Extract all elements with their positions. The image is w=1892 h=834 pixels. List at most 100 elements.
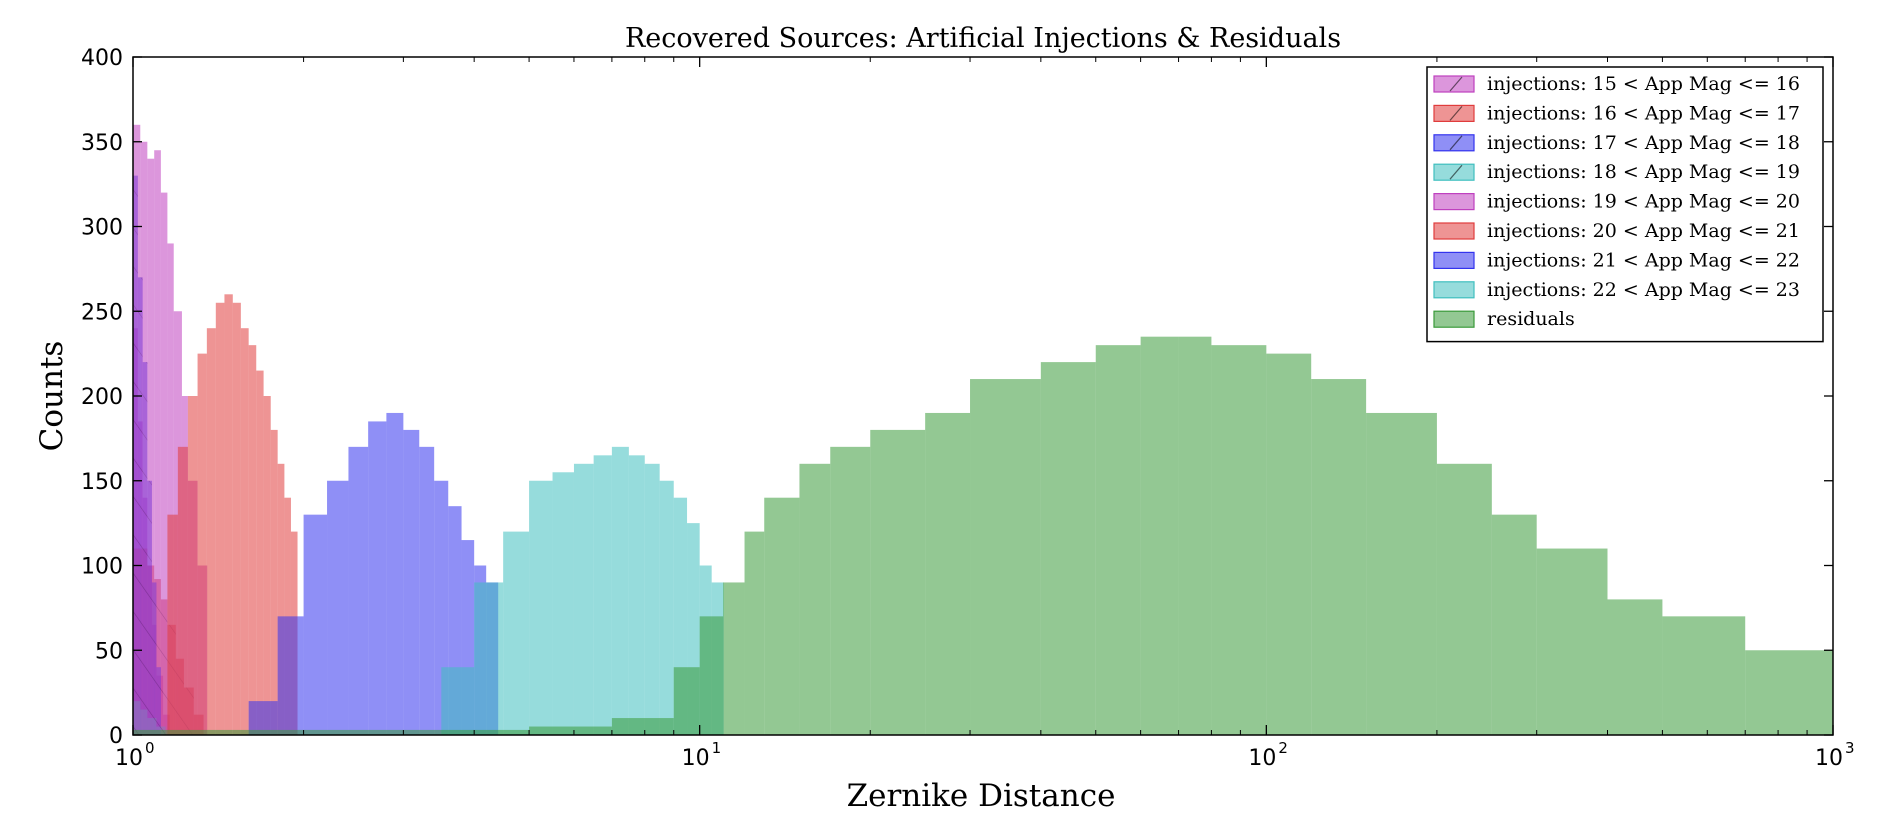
- legend-swatch: [1433, 134, 1475, 152]
- legend-hatch-mark: [1449, 135, 1463, 151]
- bar: [764, 497, 800, 735]
- bar: [1266, 353, 1312, 735]
- bar: [277, 463, 285, 735]
- x-tick-label: 10: [682, 746, 710, 771]
- bar: [593, 455, 612, 735]
- bar: [167, 514, 178, 735]
- y-tick-label: 300: [81, 216, 123, 241]
- bar: [187, 396, 198, 735]
- bar: [611, 718, 674, 735]
- bar: [699, 616, 724, 735]
- bar: [1607, 599, 1663, 735]
- series-8: [133, 336, 1833, 735]
- bar: [830, 446, 871, 735]
- bar: [133, 124, 141, 735]
- x-tick-exponent: 2: [1278, 739, 1288, 757]
- x-tick-exponent: 1: [712, 739, 722, 757]
- bar: [327, 480, 349, 735]
- bar: [1211, 345, 1267, 735]
- legend-swatch: [1433, 193, 1475, 211]
- bar: [1311, 379, 1367, 735]
- y-axis-label: Counts: [34, 341, 70, 452]
- bar: [160, 192, 168, 735]
- x-tick-exponent: 0: [145, 739, 155, 757]
- y-tick-label: 150: [81, 470, 123, 495]
- series-5: [167, 294, 298, 735]
- y-tick-label: 0: [109, 724, 123, 749]
- legend-label: injections: 20 < App Mag <= 21: [1487, 220, 1800, 242]
- y-axis: 0 50 100 150 200 250 300 350 400: [81, 46, 1833, 749]
- bar: [248, 345, 257, 735]
- legend-swatch: [1433, 222, 1475, 240]
- series-7: [441, 446, 724, 735]
- legend-swatch: [1433, 310, 1475, 328]
- bar: [177, 446, 188, 735]
- x-tick-label: 10: [1815, 746, 1843, 771]
- bar: [1366, 412, 1437, 735]
- legend-item: injections: 19 < App Mag <= 20: [1433, 191, 1800, 213]
- bar: [870, 429, 926, 735]
- legend-item: injections: 20 < App Mag <= 21: [1433, 220, 1800, 242]
- x-tick-exponent: 3: [1845, 739, 1855, 757]
- bar: [1178, 336, 1212, 735]
- y-tick-label: 350: [81, 131, 123, 156]
- bar: [154, 150, 161, 735]
- bar: [215, 302, 225, 735]
- legend-label: injections: 15 < App Mag <= 16: [1487, 73, 1800, 95]
- bar: [529, 480, 553, 735]
- bar: [403, 429, 420, 735]
- bar: [970, 379, 1041, 735]
- legend-label: injections: 22 < App Mag <= 23: [1487, 279, 1800, 301]
- chart-title: Recovered Sources: Artificial Injections…: [625, 23, 1341, 54]
- bar: [644, 463, 660, 735]
- bar: [628, 455, 645, 735]
- bar: [552, 472, 574, 735]
- bar: [659, 480, 674, 735]
- bar: [140, 141, 148, 735]
- y-tick-label: 50: [95, 639, 123, 664]
- bar: [303, 729, 404, 735]
- bar: [1436, 463, 1492, 735]
- legend-label: injections: 21 < App Mag <= 22: [1487, 249, 1800, 271]
- bar: [206, 328, 216, 735]
- bar: [1095, 345, 1141, 735]
- legend-swatch: [1433, 163, 1475, 181]
- legend-label: injections: 17 < App Mag <= 18: [1487, 132, 1800, 154]
- legend: injections: 15 < App Mag <= 16 injections…: [1426, 66, 1824, 343]
- bar: [197, 353, 207, 735]
- x-tick-label: 10: [1248, 746, 1276, 771]
- legend-hatch-mark: [1449, 164, 1463, 180]
- legend-hatch-mark: [1449, 106, 1463, 121]
- legend-hatch-mark: [1449, 76, 1463, 92]
- legend-label: residuals: [1487, 308, 1575, 330]
- legend-swatch: [1433, 251, 1475, 269]
- bar: [1662, 616, 1746, 735]
- bar: [270, 429, 278, 735]
- x-axis: 10 0 10 1 10 2 10 3: [115, 57, 1855, 771]
- bar: [232, 302, 241, 735]
- bar: [529, 726, 612, 735]
- bar: [240, 328, 249, 735]
- bar: [573, 463, 594, 735]
- y-tick-label: 200: [81, 385, 123, 410]
- x-axis-label: Zernike Distance: [847, 778, 1116, 814]
- bar: [248, 701, 278, 735]
- bar: [348, 446, 369, 735]
- bar: [441, 667, 475, 735]
- legend-box: [1426, 66, 1824, 343]
- bar: [256, 370, 264, 735]
- bar: [263, 396, 271, 735]
- bar: [303, 514, 328, 735]
- bar: [419, 446, 435, 735]
- bar: [368, 421, 387, 735]
- bar: [224, 294, 233, 735]
- legend-label: injections: 16 < App Mag <= 17: [1487, 102, 1800, 124]
- legend-swatch: [1433, 104, 1475, 123]
- bar: [925, 412, 971, 735]
- bar: [386, 412, 404, 735]
- x-tick-label: 10: [115, 746, 143, 771]
- bar: [673, 667, 700, 735]
- series-bars: [133, 124, 1833, 735]
- bar: [1491, 514, 1537, 735]
